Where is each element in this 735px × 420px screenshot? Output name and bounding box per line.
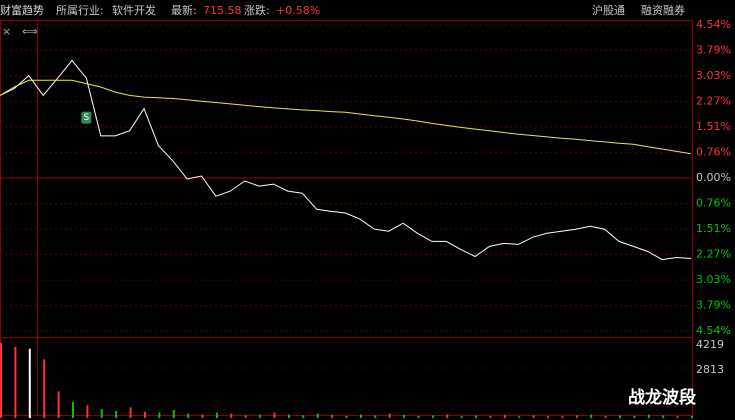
volume-bar	[431, 415, 434, 418]
volume-bar	[115, 410, 118, 418]
y-tick-label: 1.51%	[696, 222, 731, 235]
volume-bar	[259, 414, 262, 418]
volume-bar	[244, 415, 247, 418]
watermark: 战龙波段	[628, 387, 696, 408]
volume-bar	[561, 416, 564, 418]
volume-bar	[662, 415, 665, 418]
y-tick-label: 3.79%	[696, 299, 731, 312]
volume-bar	[518, 416, 521, 418]
volume-bar	[359, 414, 362, 418]
volume-bar	[503, 414, 506, 418]
series-line	[0, 79, 692, 155]
last-price: 715.58	[203, 4, 242, 17]
volume-bar	[691, 415, 693, 418]
volume-bar	[417, 415, 420, 418]
volume-bar	[172, 410, 175, 418]
volume-bar	[158, 412, 161, 418]
volume-bar	[0, 343, 2, 418]
y-tick-label: 1.51%	[696, 120, 731, 133]
volume-bar	[475, 415, 478, 418]
y-tick-label: 4.54%	[696, 18, 731, 31]
y-tick-label: 3.03%	[696, 273, 731, 286]
volume-bar	[489, 415, 492, 418]
volume-bar	[57, 391, 60, 418]
y-tick-label: 2.27%	[696, 248, 731, 261]
volume-bar	[604, 416, 607, 418]
volume-bar	[129, 407, 132, 418]
volume-bar	[187, 413, 190, 418]
volume-bar	[676, 416, 679, 418]
volume-bar	[446, 414, 449, 418]
volume-bar	[590, 414, 593, 418]
volume-bar	[28, 348, 31, 418]
tag: 沪股通	[592, 3, 625, 17]
volume-bar	[287, 414, 290, 418]
volume-bar	[388, 413, 391, 418]
y-tick-label: 2813	[696, 363, 724, 376]
tag: 融资融券	[641, 3, 685, 17]
industry-label: 所属行业:	[56, 4, 104, 17]
y-tick-label: 0.76%	[696, 197, 731, 210]
signal-label: S	[84, 113, 90, 123]
volume-bar	[345, 415, 348, 418]
volume-bar	[403, 414, 406, 418]
volume-bar	[532, 415, 535, 418]
volume-bar	[230, 413, 233, 418]
y-tick-label: 2.27%	[696, 95, 731, 108]
volume-bar	[43, 359, 46, 418]
volume-bar	[331, 414, 334, 418]
volume-bar	[619, 415, 622, 418]
change-label: 涨跌:	[244, 3, 270, 17]
volume-bar	[201, 414, 204, 418]
volume-bar	[316, 413, 319, 418]
series-line	[0, 59, 692, 261]
frame	[0, 20, 693, 416]
volume-bar	[14, 346, 17, 418]
volume-bar	[575, 415, 578, 418]
volume-bar	[215, 412, 218, 418]
y-tick-label: 4219	[696, 338, 724, 351]
last-label: 最新:	[171, 3, 197, 17]
expand-icon[interactable]: ⟺	[22, 25, 38, 38]
volume-bar	[100, 409, 103, 418]
volume-bar	[374, 415, 377, 418]
volume-bar	[86, 405, 89, 418]
signal-marker	[81, 111, 92, 124]
y-tick-label: 3.03%	[696, 69, 731, 82]
volume-bar	[647, 414, 650, 418]
industry[interactable]: 软件开发	[112, 3, 156, 17]
y-tick-label: 0.76%	[696, 145, 731, 158]
change: +0.58%	[276, 4, 320, 17]
y-tick-label: 4.54%	[696, 324, 731, 337]
volume-bar	[460, 416, 463, 418]
volume-bar	[143, 411, 146, 418]
y-tick-label: 0.00%	[696, 171, 731, 184]
y-tick-label: 3.79%	[696, 43, 731, 56]
volume-bar	[71, 402, 74, 418]
volume-bar	[547, 415, 550, 418]
volume-bar	[633, 415, 636, 418]
volume-bar	[302, 415, 305, 418]
stock-name: 财富趋势	[0, 3, 44, 17]
volume-bar	[273, 412, 276, 418]
close-icon[interactable]: ×	[2, 25, 11, 38]
